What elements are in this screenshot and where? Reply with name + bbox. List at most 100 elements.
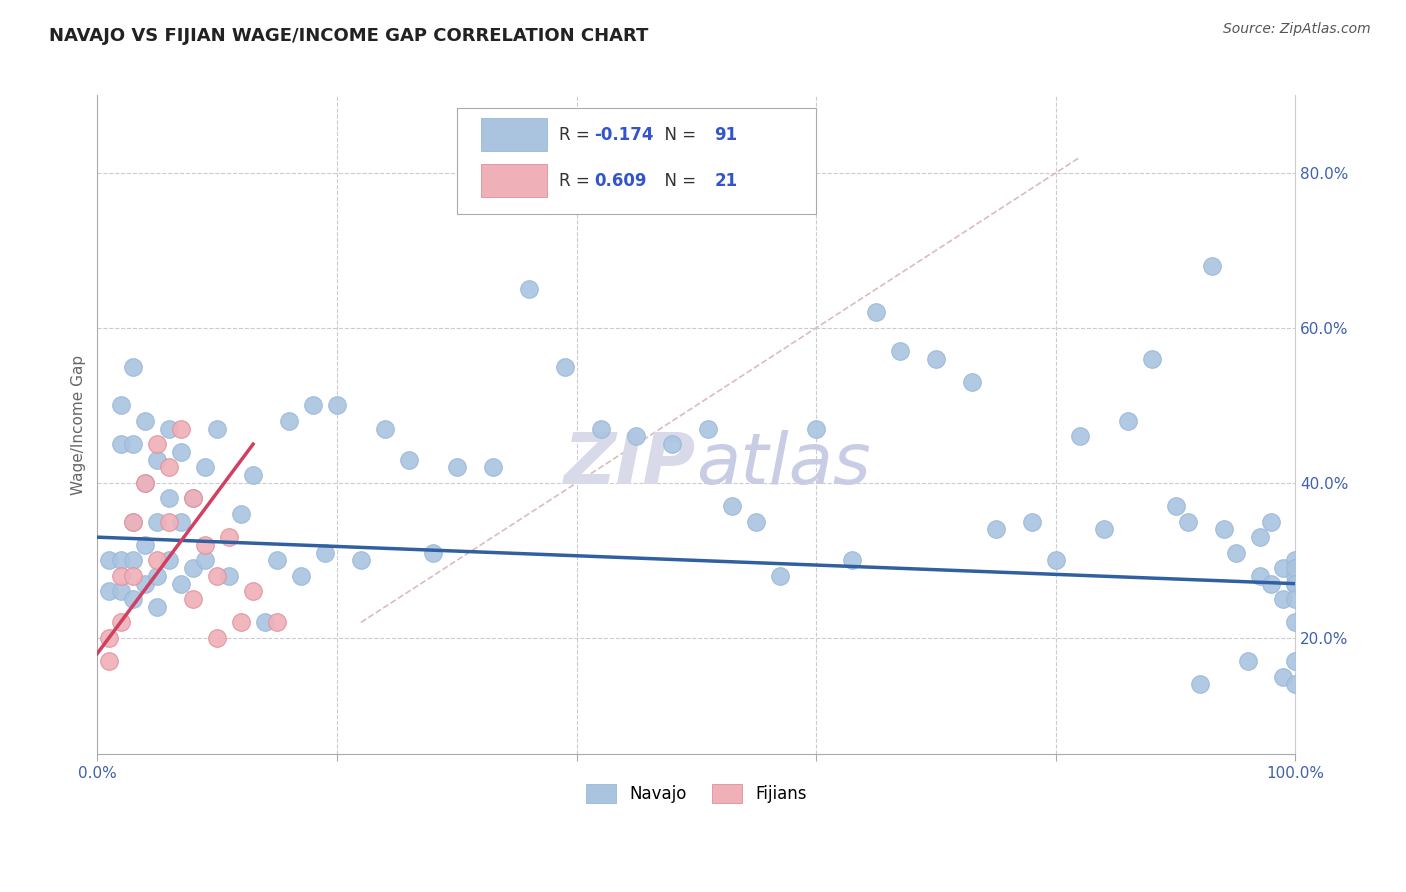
Point	[170, 576, 193, 591]
Text: N =: N =	[654, 126, 702, 144]
Point	[661, 437, 683, 451]
Point	[721, 499, 744, 513]
Point	[254, 615, 277, 630]
Point	[984, 522, 1007, 536]
Point	[314, 546, 336, 560]
FancyBboxPatch shape	[481, 119, 547, 152]
Point	[1284, 576, 1306, 591]
Point	[146, 437, 169, 451]
Point	[157, 422, 180, 436]
Point	[157, 515, 180, 529]
Point	[134, 576, 156, 591]
Point	[146, 599, 169, 614]
Point	[398, 452, 420, 467]
Point	[1272, 592, 1295, 607]
Point	[1021, 515, 1043, 529]
Point	[110, 569, 132, 583]
Point	[146, 452, 169, 467]
Point	[194, 553, 217, 567]
Point	[229, 507, 252, 521]
Point	[110, 584, 132, 599]
Point	[122, 553, 145, 567]
Point	[194, 460, 217, 475]
Point	[1188, 677, 1211, 691]
Point	[290, 569, 312, 583]
Point	[266, 553, 288, 567]
Text: 91: 91	[714, 126, 738, 144]
Point	[110, 615, 132, 630]
Point	[242, 584, 264, 599]
Point	[1284, 654, 1306, 668]
Point	[960, 375, 983, 389]
Text: NAVAJO VS FIJIAN WAGE/INCOME GAP CORRELATION CHART: NAVAJO VS FIJIAN WAGE/INCOME GAP CORRELA…	[49, 27, 648, 45]
Text: -0.174: -0.174	[595, 126, 654, 144]
Text: Source: ZipAtlas.com: Source: ZipAtlas.com	[1223, 22, 1371, 37]
Point	[326, 398, 349, 412]
Point	[98, 553, 121, 567]
Point	[1284, 553, 1306, 567]
Point	[1225, 546, 1247, 560]
Point	[134, 475, 156, 490]
Point	[266, 615, 288, 630]
Point	[1116, 414, 1139, 428]
Text: R =: R =	[558, 126, 595, 144]
Point	[1284, 592, 1306, 607]
Point	[1177, 515, 1199, 529]
Point	[1140, 351, 1163, 366]
Point	[134, 538, 156, 552]
Point	[841, 553, 863, 567]
Point	[1164, 499, 1187, 513]
Point	[806, 422, 828, 436]
Point	[122, 569, 145, 583]
Point	[1212, 522, 1234, 536]
Point	[157, 553, 180, 567]
Point	[374, 422, 396, 436]
Point	[194, 538, 217, 552]
Point	[170, 422, 193, 436]
Point	[1249, 569, 1271, 583]
Point	[1069, 429, 1091, 443]
Point	[218, 530, 240, 544]
Text: 21: 21	[714, 172, 738, 190]
Point	[350, 553, 373, 567]
Y-axis label: Wage/Income Gap: Wage/Income Gap	[72, 355, 86, 495]
Text: N =: N =	[654, 172, 702, 190]
Point	[1249, 530, 1271, 544]
Point	[110, 398, 132, 412]
Point	[517, 282, 540, 296]
Point	[626, 429, 648, 443]
Point	[134, 414, 156, 428]
Point	[157, 491, 180, 506]
Point	[1272, 670, 1295, 684]
Point	[98, 654, 121, 668]
Point	[170, 515, 193, 529]
Point	[446, 460, 468, 475]
Text: atlas: atlas	[696, 430, 872, 499]
Point	[122, 359, 145, 374]
Point	[1284, 569, 1306, 583]
Point	[745, 515, 768, 529]
Text: R =: R =	[558, 172, 595, 190]
Point	[205, 631, 228, 645]
Point	[170, 445, 193, 459]
Point	[205, 569, 228, 583]
Point	[181, 491, 204, 506]
Point	[278, 414, 301, 428]
Point	[181, 491, 204, 506]
Point	[98, 584, 121, 599]
Point	[110, 437, 132, 451]
Text: ZIP: ZIP	[564, 430, 696, 499]
Point	[1045, 553, 1067, 567]
Point	[865, 305, 887, 319]
Point	[925, 351, 948, 366]
Point	[146, 515, 169, 529]
Text: 0.609: 0.609	[595, 172, 647, 190]
Point	[1260, 515, 1282, 529]
Point	[218, 569, 240, 583]
Point	[122, 515, 145, 529]
Point	[589, 422, 612, 436]
Point	[1092, 522, 1115, 536]
Point	[697, 422, 720, 436]
Point	[122, 515, 145, 529]
Point	[205, 422, 228, 436]
